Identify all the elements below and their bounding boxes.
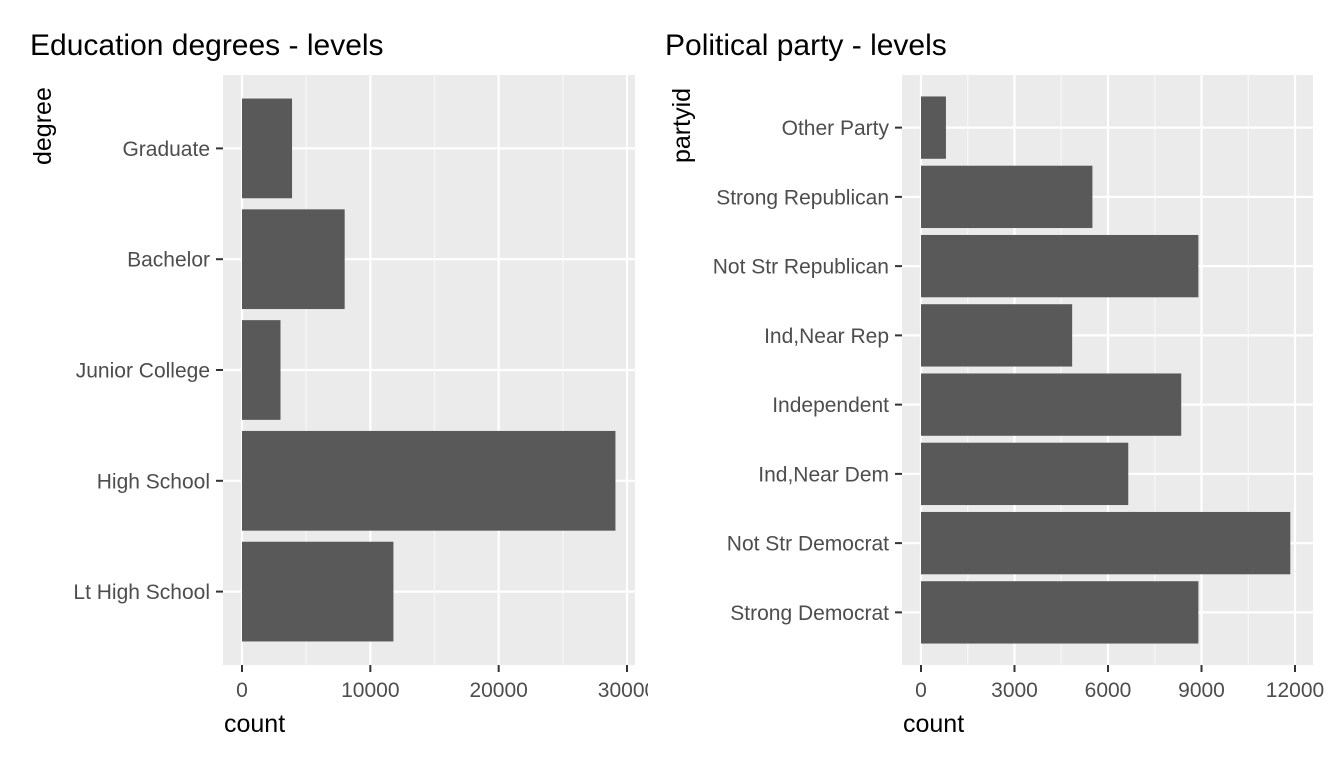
- y-axis-label: partyid: [668, 88, 696, 163]
- y-ticks: Strong Democrat Not Str Democrat Ind,Near …: [713, 117, 902, 625]
- x-axis-label: count: [903, 710, 964, 738]
- bar: [921, 373, 1182, 436]
- x-tick-label: 6000: [1085, 679, 1132, 702]
- y-axis-label: degree: [29, 87, 57, 165]
- y-tick-label: Strong Democrat: [730, 602, 889, 625]
- bar: [921, 96, 946, 159]
- bar: [242, 98, 293, 199]
- bar: [921, 442, 1129, 506]
- x-tick-label: 10000: [341, 679, 399, 702]
- y-tick-label: Bachelor: [127, 249, 210, 272]
- y-tick-label: Independent: [772, 394, 889, 417]
- x-tick-label: 3000: [991, 679, 1038, 702]
- bar: [242, 430, 616, 531]
- y-tick-label: Ind,Near Rep: [764, 325, 889, 348]
- y-tick-label: Strong Republican: [716, 186, 889, 209]
- bars: [242, 98, 616, 642]
- y-tick-label: Junior College: [76, 360, 210, 383]
- x-ticks: 0 10000 20000 30000: [236, 665, 656, 702]
- bar: [921, 581, 1199, 644]
- x-tick-label: 0: [915, 679, 927, 702]
- chart-title: Education degrees - levels: [30, 29, 384, 62]
- y-tick-label: Other Party: [782, 117, 890, 140]
- bar: [242, 320, 281, 420]
- bar: [921, 511, 1291, 575]
- y-ticks: Lt High School High School Junior College B…: [73, 138, 223, 604]
- x-tick-label: 12000: [1266, 679, 1324, 702]
- bar: [921, 165, 1093, 229]
- bar: [242, 541, 394, 642]
- x-tick-label: 30000: [598, 679, 656, 702]
- y-tick-label: Lt High School: [73, 581, 210, 604]
- x-tick-label: 9000: [1178, 679, 1225, 702]
- bar: [242, 209, 345, 310]
- y-tick-label: Not Str Democrat: [727, 533, 889, 556]
- y-tick-label: Not Str Republican: [713, 256, 889, 279]
- y-tick-label: Ind,Near Dem: [758, 463, 889, 486]
- x-ticks: 0 3000 6000 9000 12000: [915, 665, 1324, 702]
- bar: [921, 234, 1199, 298]
- x-tick-label: 0: [236, 679, 248, 702]
- bars: [921, 96, 1291, 644]
- chart-title: Political party - levels: [665, 29, 947, 62]
- y-tick-label: Graduate: [122, 138, 210, 161]
- y-tick-label: High School: [97, 470, 210, 493]
- education-chart: Education degrees - levels Lt High Schoo…: [29, 29, 656, 738]
- party-chart: Political party - levels Strong Democrat…: [665, 29, 1324, 738]
- x-tick-label: 20000: [469, 679, 527, 702]
- bar: [921, 304, 1073, 367]
- x-axis-label: count: [224, 710, 285, 738]
